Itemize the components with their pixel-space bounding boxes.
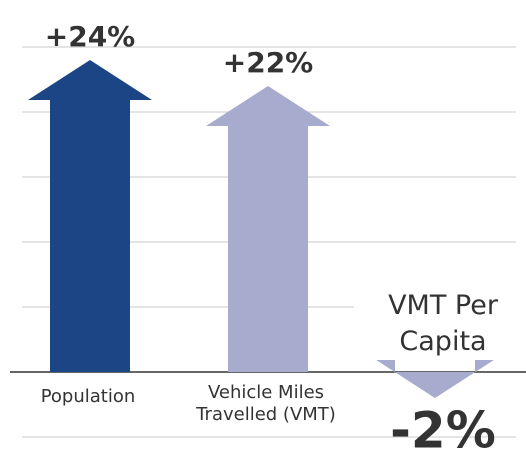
category-label: VMT Per Capita [354,288,526,360]
value-label: -2% [390,402,496,460]
category-label: Vehicle Miles Travelled (VMT) [187,382,345,426]
arrow [373,358,497,398]
arrow [206,86,330,372]
value-label: +22% [223,46,313,79]
arrow [28,60,152,372]
value-label: +24% [45,20,135,53]
category-label: Population [36,386,140,407]
